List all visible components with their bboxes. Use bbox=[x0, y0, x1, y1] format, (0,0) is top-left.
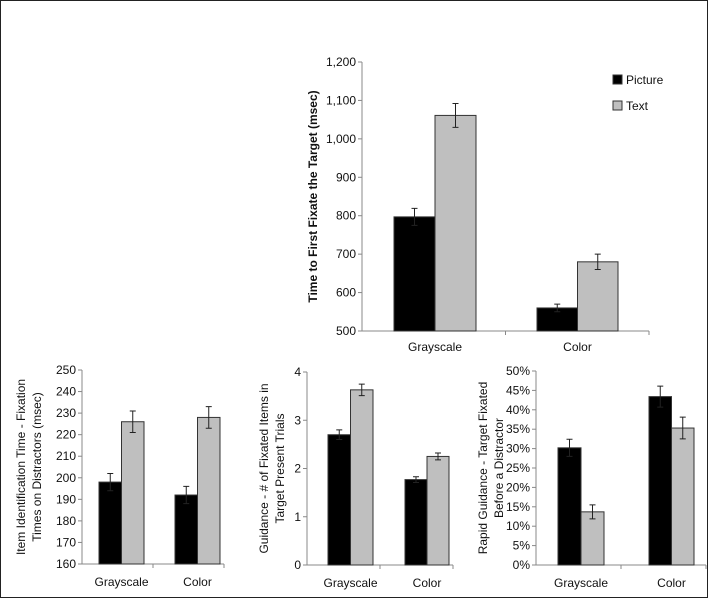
error-bar bbox=[183, 485, 190, 505]
bar-series-0-grayscale bbox=[327, 434, 351, 566]
y-tick-label: 35% bbox=[506, 422, 530, 436]
error-bar bbox=[336, 429, 343, 441]
legend-label-picture: Picture bbox=[626, 73, 664, 87]
y-tick-label: 20% bbox=[506, 480, 530, 494]
error-bar bbox=[358, 383, 365, 397]
y-tick-label: 170 bbox=[56, 535, 76, 549]
y-tick-label: 700 bbox=[336, 247, 356, 261]
x-tick-label: Color bbox=[563, 340, 592, 354]
y-axis-label: Target Present Trials bbox=[273, 413, 287, 523]
x-tick-label: Grayscale bbox=[554, 576, 608, 590]
bar-series-0-grayscale bbox=[98, 481, 122, 565]
error-bar bbox=[107, 472, 114, 492]
error-bar bbox=[435, 452, 441, 461]
error-bar bbox=[679, 416, 686, 440]
error-bar bbox=[566, 438, 573, 457]
y-tick-label: 180 bbox=[56, 514, 76, 528]
bar-text-grayscale bbox=[434, 114, 477, 332]
y-tick-label: 25% bbox=[506, 461, 530, 475]
y-tick-label: 500 bbox=[336, 324, 356, 338]
y-tick-label: 220 bbox=[56, 428, 76, 442]
bar-series-0-color bbox=[174, 494, 198, 565]
bar-series-1-color bbox=[197, 416, 221, 565]
x-tick-label: Grayscale bbox=[323, 576, 377, 590]
y-tick-label: 30% bbox=[506, 442, 530, 456]
chart-2: 0 1 2 3 4 Grayscale Color Guidance - # of Fixat… bbox=[257, 365, 454, 590]
y-tick-label: 4 bbox=[294, 365, 301, 379]
y-axis-label: Before a Distractor bbox=[492, 418, 506, 518]
error-bar bbox=[657, 385, 664, 408]
x-tick-label: Color bbox=[413, 576, 442, 590]
y-axis-label: Item Identification Time - Fixation bbox=[14, 379, 28, 555]
bar-series-1-color bbox=[671, 427, 695, 566]
y-tick-label: 1,200 bbox=[326, 55, 356, 69]
error-bar bbox=[594, 253, 601, 271]
bar-series-1-grayscale bbox=[350, 389, 374, 566]
y-tick-label: 200 bbox=[56, 471, 76, 485]
bar-series-1-grayscale bbox=[121, 421, 145, 565]
legend-label-text: Text bbox=[626, 99, 649, 113]
bar-series-0-color bbox=[404, 479, 428, 566]
y-axis-label: Guidance - # of Fixated Items in bbox=[257, 383, 271, 553]
y-tick-label: 50% bbox=[506, 364, 530, 378]
y-tick-label: 1,100 bbox=[326, 93, 356, 107]
chart-1: 160 170 180 190 200 210 220 230 240 250 Grayscale C… bbox=[14, 363, 225, 589]
chart-0: 500 600 700 800 900 1,000 1,100 1,200 Grayscale C… bbox=[306, 55, 664, 354]
bar-series-0-color bbox=[648, 396, 672, 566]
error-bar bbox=[452, 103, 459, 128]
x-tick-label: Color bbox=[183, 575, 212, 589]
y-tick-label: 240 bbox=[56, 385, 76, 399]
y-tick-label: 0 bbox=[294, 558, 301, 572]
y-tick-label: 1,000 bbox=[326, 132, 356, 146]
x-tick-label: Grayscale bbox=[408, 340, 462, 354]
error-bar bbox=[205, 406, 212, 429]
bar-series-1-grayscale bbox=[580, 511, 605, 566]
error-bar bbox=[129, 410, 136, 434]
y-tick-label: 190 bbox=[56, 492, 76, 506]
y-tick-label: 1 bbox=[294, 510, 301, 524]
y-tick-label: 800 bbox=[336, 209, 356, 223]
bar-text-color bbox=[577, 261, 619, 332]
legend-swatch-picture bbox=[612, 74, 623, 85]
y-tick-label: 40% bbox=[506, 403, 530, 417]
legend-swatch-text bbox=[612, 100, 623, 111]
y-tick-label: 10% bbox=[506, 519, 530, 533]
bar-series-0-grayscale bbox=[557, 447, 582, 566]
error-bar bbox=[413, 476, 419, 483]
y-tick-label: 0% bbox=[513, 558, 531, 572]
y-tick-label: 250 bbox=[56, 363, 76, 377]
y-axis-label: Time to First Fixate the Target (msec) bbox=[306, 90, 320, 302]
y-tick-label: 45% bbox=[506, 383, 530, 397]
bar-series-1-color bbox=[426, 455, 450, 566]
error-bar bbox=[554, 303, 561, 313]
y-tick-label: 210 bbox=[56, 449, 76, 463]
y-tick-label: 160 bbox=[56, 557, 76, 571]
y-axis-label: Rapid Guidance - Target Fixated bbox=[476, 382, 490, 555]
y-tick-label: 5% bbox=[513, 539, 531, 553]
error-bar bbox=[589, 504, 596, 520]
x-tick-label: Grayscale bbox=[94, 575, 148, 589]
y-tick-label: 15% bbox=[506, 500, 530, 514]
y-tick-label: 600 bbox=[336, 286, 356, 300]
y-axis-label: Times on Distractors (msec) bbox=[30, 392, 44, 542]
y-tick-label: 230 bbox=[56, 406, 76, 420]
y-tick-label: 900 bbox=[336, 170, 356, 184]
error-bar bbox=[411, 207, 418, 226]
bar-picture-grayscale bbox=[393, 216, 436, 332]
y-tick-label: 3 bbox=[294, 413, 301, 427]
y-tick-label: 2 bbox=[294, 462, 301, 476]
chart-3: 0% 5% 10% 15% 20% 25% 30% 35% 40% 45% 50% Grayscale… bbox=[476, 364, 707, 590]
x-tick-label: Color bbox=[657, 576, 686, 590]
